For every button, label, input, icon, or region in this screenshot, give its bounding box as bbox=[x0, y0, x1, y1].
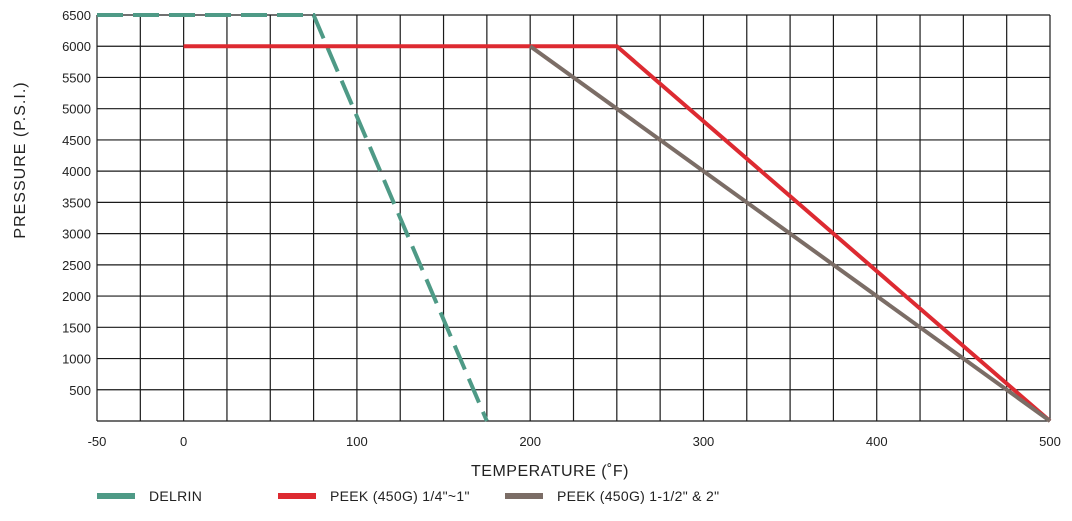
x-axis-label: TEMPERATURE (˚F) bbox=[471, 463, 629, 480]
x-tick-label: 100 bbox=[346, 434, 368, 449]
grid bbox=[96, 14, 1051, 422]
x-tick-label: 0 bbox=[180, 434, 187, 449]
y-tick-label: 500 bbox=[69, 383, 91, 398]
y-tick-label: 1500 bbox=[62, 320, 91, 335]
y-axis-ticks: 500 1000 1500 2000 2500 3000 3500 4000 4500 5000 5… bbox=[62, 8, 91, 398]
y-tick-label: 4500 bbox=[62, 133, 91, 148]
legend-swatch-delrin bbox=[97, 493, 135, 499]
legend-swatch-peek-large bbox=[505, 493, 543, 499]
y-tick-label: 3000 bbox=[62, 227, 91, 242]
legend-item-delrin: DELRIN bbox=[97, 488, 202, 504]
legend: DELRIN PEEK (450G) 1/4"~1" PEEK (450G) 1… bbox=[0, 488, 1072, 508]
y-axis-label: PRESSURE (P.S.I.) bbox=[12, 81, 29, 238]
legend-label: PEEK (450G) 1-1/2" & 2" bbox=[557, 488, 720, 504]
x-tick-label: 300 bbox=[693, 434, 715, 449]
y-tick-label: 1000 bbox=[62, 352, 91, 367]
series-line-0 bbox=[97, 13, 489, 422]
y-tick-label: 3500 bbox=[62, 195, 91, 210]
series-line-2 bbox=[529, 44, 1052, 423]
x-tick-label: 400 bbox=[866, 434, 888, 449]
x-axis-ticks: -50 0 100 200 300 400 500 bbox=[88, 434, 1061, 449]
y-tick-label: 4000 bbox=[62, 164, 91, 179]
y-tick-label: 2500 bbox=[62, 258, 91, 273]
y-tick-label: 5500 bbox=[62, 70, 91, 85]
series-line-1 bbox=[183, 44, 1052, 423]
legend-item-peek-large: PEEK (450G) 1-1/2" & 2" bbox=[505, 488, 719, 504]
legend-label: DELRIN bbox=[149, 488, 203, 504]
y-tick-label: 6500 bbox=[62, 8, 91, 23]
legend-item-peek-small: PEEK (450G) 1/4"~1" bbox=[278, 488, 470, 504]
y-tick-label: 6000 bbox=[62, 39, 91, 54]
x-tick-label: 500 bbox=[1039, 434, 1061, 449]
series-layer bbox=[97, 13, 1052, 423]
legend-swatch-peek-small bbox=[278, 493, 316, 499]
x-tick-label: -50 bbox=[88, 434, 107, 449]
legend-label: PEEK (450G) 1/4"~1" bbox=[330, 488, 470, 504]
y-tick-label: 2000 bbox=[62, 289, 91, 304]
x-tick-label: 200 bbox=[519, 434, 541, 449]
y-tick-label: 5000 bbox=[62, 102, 91, 117]
